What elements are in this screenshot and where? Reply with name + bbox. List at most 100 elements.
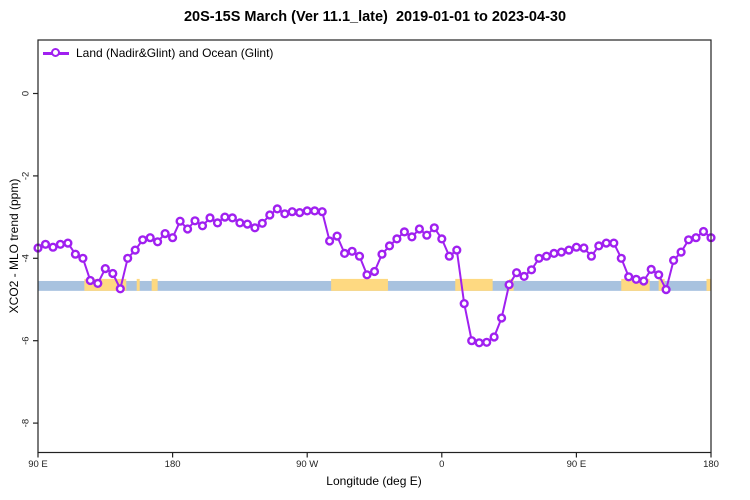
- data-point-marker: [280, 209, 290, 219]
- data-point-marker: [467, 336, 477, 346]
- data-point-marker: [310, 206, 320, 216]
- data-point-marker: [377, 249, 387, 259]
- x-tick-label: 180: [703, 459, 719, 470]
- data-point-marker: [227, 213, 238, 223]
- data-point-marker: [70, 249, 81, 259]
- data-point-marker: [48, 242, 58, 252]
- x-tick-label: 90 E: [28, 459, 48, 470]
- data-point-marker: [407, 232, 417, 242]
- y-tick-label: -2: [21, 172, 32, 180]
- data-point-marker: [295, 208, 305, 218]
- legend: Land (Nadir&Glint) and Ocean (Glint): [43, 46, 273, 60]
- land-highlight-band: [455, 278, 493, 291]
- data-point-marker: [205, 213, 215, 223]
- data-point-marker: [115, 284, 125, 294]
- data-point-marker: [698, 226, 709, 237]
- data-point-marker: [362, 270, 372, 280]
- data-point-marker: [422, 230, 432, 240]
- legend-label: Land (Nadir&Glint) and Ocean (Glint): [76, 46, 274, 60]
- data-point-marker: [354, 251, 365, 261]
- data-point-marker: [332, 231, 342, 241]
- data-point-marker: [474, 338, 484, 348]
- chart-title: 20S-15S March (Ver 11.1_late) 2019-01-01…: [183, 9, 567, 25]
- data-point-marker: [55, 239, 66, 249]
- x-tick-label: 90 W: [296, 459, 318, 470]
- data-point-marker: [504, 280, 514, 290]
- data-point-marker: [190, 216, 200, 226]
- data-point-marker: [541, 251, 552, 261]
- data-point-marker: [123, 253, 133, 263]
- data-point-marker: [497, 313, 507, 323]
- data-point-marker: [429, 223, 439, 233]
- data-point-marker: [437, 234, 447, 244]
- y-tick-label: -8: [21, 419, 32, 427]
- legend-circle-marker-icon: [51, 48, 60, 57]
- y-axis-title: XCO2 - MLO trend (ppm): [7, 178, 21, 314]
- data-point-marker: [683, 235, 694, 245]
- data-point-marker: [78, 253, 88, 263]
- data-point-marker: [175, 216, 185, 226]
- data-point-marker: [624, 272, 634, 282]
- data-point-marker: [153, 237, 163, 247]
- data-point-marker: [616, 253, 626, 263]
- x-tick-label: 180: [165, 459, 181, 470]
- data-point-marker: [579, 243, 589, 253]
- data-point-marker: [519, 271, 529, 282]
- data-point-marker: [272, 204, 282, 214]
- data-point-marker: [549, 248, 559, 259]
- data-point-marker: [242, 219, 253, 229]
- data-point-marker: [601, 238, 611, 248]
- land-highlight-band: [331, 278, 388, 291]
- data-point-marker: [646, 264, 656, 275]
- data-point-marker: [571, 242, 582, 252]
- data-point-marker: [676, 247, 686, 257]
- data-point-marker: [317, 207, 327, 217]
- land-highlight-band: [706, 278, 711, 291]
- data-point-marker: [661, 285, 671, 295]
- data-point-marker: [459, 299, 469, 309]
- data-point-marker: [183, 224, 193, 234]
- data-point-marker: [340, 248, 350, 259]
- y-tick-label: -6: [21, 336, 32, 344]
- data-point-marker: [609, 238, 619, 248]
- data-point-marker: [197, 221, 208, 231]
- data-point-marker: [452, 245, 462, 255]
- data-point-marker: [586, 251, 597, 261]
- data-point-marker: [168, 233, 178, 243]
- data-point-marker: [287, 207, 297, 217]
- land-highlight-band: [151, 278, 158, 291]
- data-point-marker: [250, 223, 260, 233]
- data-point-marker: [93, 278, 103, 289]
- data-point-marker: [511, 268, 522, 278]
- data-point-marker: [160, 229, 170, 239]
- data-point-marker: [302, 206, 312, 216]
- land-highlight-band: [136, 278, 140, 291]
- data-point-marker: [594, 241, 604, 251]
- data-point-marker: [265, 210, 275, 220]
- data-point-marker: [399, 227, 410, 237]
- data-point-marker: [108, 268, 118, 279]
- data-point-marker: [347, 246, 357, 256]
- data-point-marker: [526, 265, 537, 275]
- data-point-marker: [130, 245, 140, 255]
- data-point-marker: [257, 218, 267, 228]
- data-point-marker: [138, 235, 148, 245]
- legend-line-marker-swatch: [43, 48, 69, 58]
- data-point-marker: [639, 276, 649, 286]
- data-point-marker: [691, 233, 701, 243]
- data-point-marker: [235, 218, 245, 228]
- x-tick-label: 90 E: [567, 459, 587, 470]
- data-point-marker: [220, 212, 230, 222]
- data-point-marker: [668, 255, 679, 266]
- data-point-marker: [444, 251, 454, 261]
- data-point-marker: [85, 275, 95, 286]
- data-point-marker: [325, 236, 335, 246]
- land-highlight-band: [621, 278, 650, 291]
- land-highlight-band: [84, 278, 127, 291]
- data-point-marker: [392, 234, 402, 244]
- data-point-marker: [654, 270, 664, 280]
- data-point-marker: [63, 238, 73, 248]
- y-tick-label: 0: [21, 91, 32, 96]
